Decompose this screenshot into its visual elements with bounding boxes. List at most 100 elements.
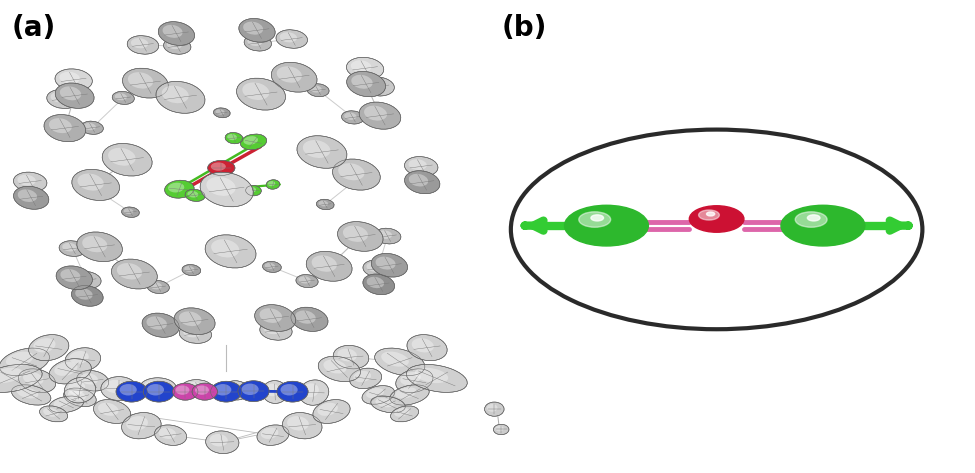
Ellipse shape [102,143,152,176]
Ellipse shape [362,385,395,404]
Ellipse shape [123,68,169,98]
Ellipse shape [268,181,275,186]
Ellipse shape [214,108,230,118]
Ellipse shape [244,35,271,51]
Ellipse shape [184,266,194,272]
Ellipse shape [257,425,289,446]
Ellipse shape [47,89,79,108]
Ellipse shape [407,364,467,393]
Ellipse shape [72,169,120,201]
Ellipse shape [158,22,195,45]
Ellipse shape [337,222,383,251]
Ellipse shape [395,387,416,398]
Ellipse shape [367,388,384,398]
Ellipse shape [409,159,427,170]
Ellipse shape [487,404,497,412]
Circle shape [781,205,865,246]
Ellipse shape [6,351,33,367]
Ellipse shape [116,381,147,402]
Ellipse shape [260,428,279,439]
Ellipse shape [370,396,406,413]
Ellipse shape [349,175,360,182]
Ellipse shape [120,384,136,395]
Ellipse shape [162,86,189,103]
Ellipse shape [147,280,170,294]
Ellipse shape [28,334,69,361]
Ellipse shape [303,140,331,158]
Ellipse shape [146,316,167,330]
Ellipse shape [375,256,396,270]
Ellipse shape [220,172,228,176]
Ellipse shape [259,308,282,323]
Ellipse shape [23,372,44,385]
Ellipse shape [49,396,84,413]
Ellipse shape [187,191,198,198]
Ellipse shape [337,349,357,361]
Ellipse shape [295,310,316,324]
Ellipse shape [353,371,371,382]
Ellipse shape [14,186,49,209]
Ellipse shape [163,25,182,38]
Ellipse shape [265,384,279,396]
Ellipse shape [176,385,189,395]
Ellipse shape [59,72,80,84]
Ellipse shape [277,66,302,83]
Ellipse shape [240,134,267,150]
Ellipse shape [173,383,198,400]
Ellipse shape [351,60,371,72]
Ellipse shape [306,251,352,281]
Ellipse shape [0,364,42,393]
Ellipse shape [208,160,235,175]
Ellipse shape [343,226,368,242]
Ellipse shape [243,22,263,35]
Ellipse shape [277,381,308,402]
Ellipse shape [218,170,233,179]
Ellipse shape [375,398,394,407]
Ellipse shape [44,114,86,142]
Ellipse shape [390,385,429,405]
Ellipse shape [238,381,269,402]
Ellipse shape [276,30,307,48]
Ellipse shape [168,183,184,193]
Ellipse shape [75,274,92,283]
Ellipse shape [338,163,365,180]
Ellipse shape [69,351,89,364]
Ellipse shape [206,431,239,454]
Ellipse shape [374,228,401,244]
Ellipse shape [56,83,95,108]
Ellipse shape [63,388,97,407]
Ellipse shape [94,400,131,423]
Ellipse shape [156,81,205,113]
Ellipse shape [414,368,448,383]
Ellipse shape [259,321,292,340]
Ellipse shape [51,92,68,103]
Ellipse shape [351,75,372,89]
Ellipse shape [81,121,103,134]
Ellipse shape [266,180,280,189]
Ellipse shape [405,171,440,194]
Ellipse shape [57,266,93,289]
Ellipse shape [86,184,106,195]
Ellipse shape [200,172,254,207]
Ellipse shape [131,38,148,48]
Ellipse shape [215,109,224,114]
Ellipse shape [237,78,286,110]
Ellipse shape [184,382,202,392]
Ellipse shape [62,243,77,252]
Ellipse shape [175,308,215,334]
Ellipse shape [143,381,175,402]
Ellipse shape [211,162,226,171]
Ellipse shape [299,380,329,405]
Ellipse shape [100,377,137,401]
Ellipse shape [77,174,103,191]
Ellipse shape [248,37,262,46]
Ellipse shape [40,406,67,422]
Ellipse shape [185,189,205,201]
Ellipse shape [49,359,92,384]
Ellipse shape [65,348,100,371]
Ellipse shape [407,334,448,361]
Ellipse shape [77,370,108,391]
Ellipse shape [82,236,107,252]
Ellipse shape [242,384,258,395]
Ellipse shape [142,313,179,337]
